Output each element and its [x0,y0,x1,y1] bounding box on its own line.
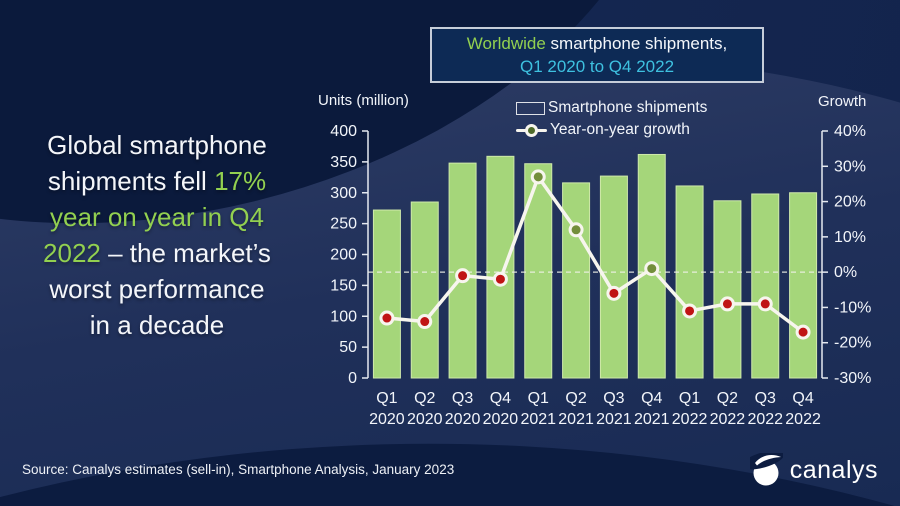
headline-line: worst performance [8,271,306,307]
growth-marker [644,261,660,277]
x-axis-year-label: 2020 [483,411,519,428]
chart-title-subtitle: Q1 2020 to Q4 2022 [519,57,675,76]
x-axis-quarter-label: Q4 [641,390,662,407]
bar-swatch-icon [516,101,545,115]
shipments-bar [789,192,818,379]
x-axis-year-label: 2020 [445,411,481,428]
left-axis-tick-label: 200 [330,247,357,264]
chart-title-box: Worldwide smartphone shipments, Q1 2020 … [430,27,764,83]
headline-line: 2022 – the market’s [8,235,306,271]
chart-title-line1: Worldwide smartphone shipments, [467,32,727,55]
headline-line: in a decade [8,307,306,343]
growth-marker [606,285,622,301]
shipments-bar [751,193,780,379]
right-axis-tick-label: 30% [834,158,866,175]
headline-line: year on year in Q4 [8,199,306,235]
left-axis-tick-label: 300 [330,185,357,202]
headline-segment: 2022 [43,238,101,268]
left-axis-tick-label: 50 [339,339,357,356]
growth-marker [682,303,698,319]
growth-marker [719,296,735,312]
right-axis-title: Growth [818,93,867,110]
right-axis-tick-label: 20% [834,194,866,211]
left-axis-tick-label: 350 [330,154,357,171]
canalys-logo-text: canalys [789,455,878,484]
source-note: Source: Canalys estimates (sell-in), Sma… [22,462,455,477]
growth-marker [492,271,508,287]
left-axis-title: Units (million) [318,92,409,109]
x-axis-year-label: 2022 [710,411,746,428]
growth-marker [795,324,811,340]
legend-label-shipments: Smartphone shipments [548,99,708,116]
canalys-logo: canalys [749,453,878,487]
headline-segment: 17% [214,166,267,196]
right-axis-tick-label: 0% [834,264,857,281]
legend-item-shipments: Smartphone shipments [516,99,707,117]
growth-marker [530,169,546,185]
x-axis-quarter-label: Q2 [414,390,435,407]
x-axis-quarter-label: Q4 [490,390,511,407]
legend-label-growth: Year-on-year growth [550,121,690,138]
headline-segment: Global smartphone [47,130,267,160]
left-axis-tick-label: 150 [330,277,357,294]
headline-segment: worst performance [49,274,265,304]
shipments-bar [675,185,704,379]
growth-marker [455,268,471,284]
x-axis-year-label: 2021 [520,411,556,428]
x-axis-year-label: 2021 [558,411,594,428]
x-axis-quarter-label: Q3 [603,390,624,407]
right-axis-tick-label: 10% [834,229,866,246]
right-axis-tick-label: 40% [834,123,866,140]
headline-line: Global smartphone [8,127,306,163]
left-axis-tick-label: 250 [330,216,357,233]
chart-legend: Smartphone shipments Year-on-year growth [516,99,707,139]
headline-segment: in a decade [89,310,225,340]
x-axis-quarter-label: Q1 [679,390,700,407]
headline-segment: year on year in Q4 [50,202,264,232]
growth-marker [757,296,773,312]
canalys-logo-icon [749,453,783,486]
shipments-bar [372,209,401,379]
shipments-bar [524,163,553,379]
headline-text: Global smartphone shipments fell 17% year … [8,127,306,343]
left-axis-tick-label: 0 [348,370,357,387]
shipments-bar [713,200,742,379]
right-axis-tick-label: -10% [834,299,871,316]
headline-segment: – the market’s [100,238,271,268]
headline-line: shipments fell 17% [8,163,306,199]
x-axis-quarter-label: Q3 [755,390,776,407]
growth-marker [568,222,584,238]
left-axis-tick-label: 400 [330,123,357,140]
x-axis-year-label: 2021 [634,411,670,428]
shipments-bar [486,155,515,379]
shipments-bar [562,182,591,379]
right-axis-tick-label: -20% [834,335,871,352]
line-marker-icon [516,123,547,138]
left-axis-tick-label: 100 [330,308,357,325]
x-axis-quarter-label: Q3 [452,390,473,407]
x-axis-year-label: 2021 [596,411,632,428]
chart-title-rest: smartphone shipments, [545,34,728,53]
shipments-bar [410,201,439,379]
chart-title-highlight: Worldwide [466,34,546,53]
x-axis-quarter-label: Q4 [792,390,813,407]
x-axis-quarter-label: Q2 [717,390,738,407]
x-axis-year-label: 2022 [785,411,821,428]
growth-marker [417,314,433,330]
headline-segment: shipments fell [47,166,215,196]
x-axis-quarter-label: Q1 [528,390,549,407]
x-axis-year-label: 2020 [369,411,405,428]
x-axis-quarter-label: Q1 [376,390,397,407]
right-axis-tick-label: -30% [834,370,871,387]
legend-item-growth: Year-on-year growth [516,121,707,139]
x-axis-quarter-label: Q2 [565,390,586,407]
x-axis-year-label: 2022 [747,411,783,428]
growth-marker [379,310,395,326]
x-axis-year-label: 2020 [407,411,443,428]
x-axis-year-label: 2022 [672,411,708,428]
